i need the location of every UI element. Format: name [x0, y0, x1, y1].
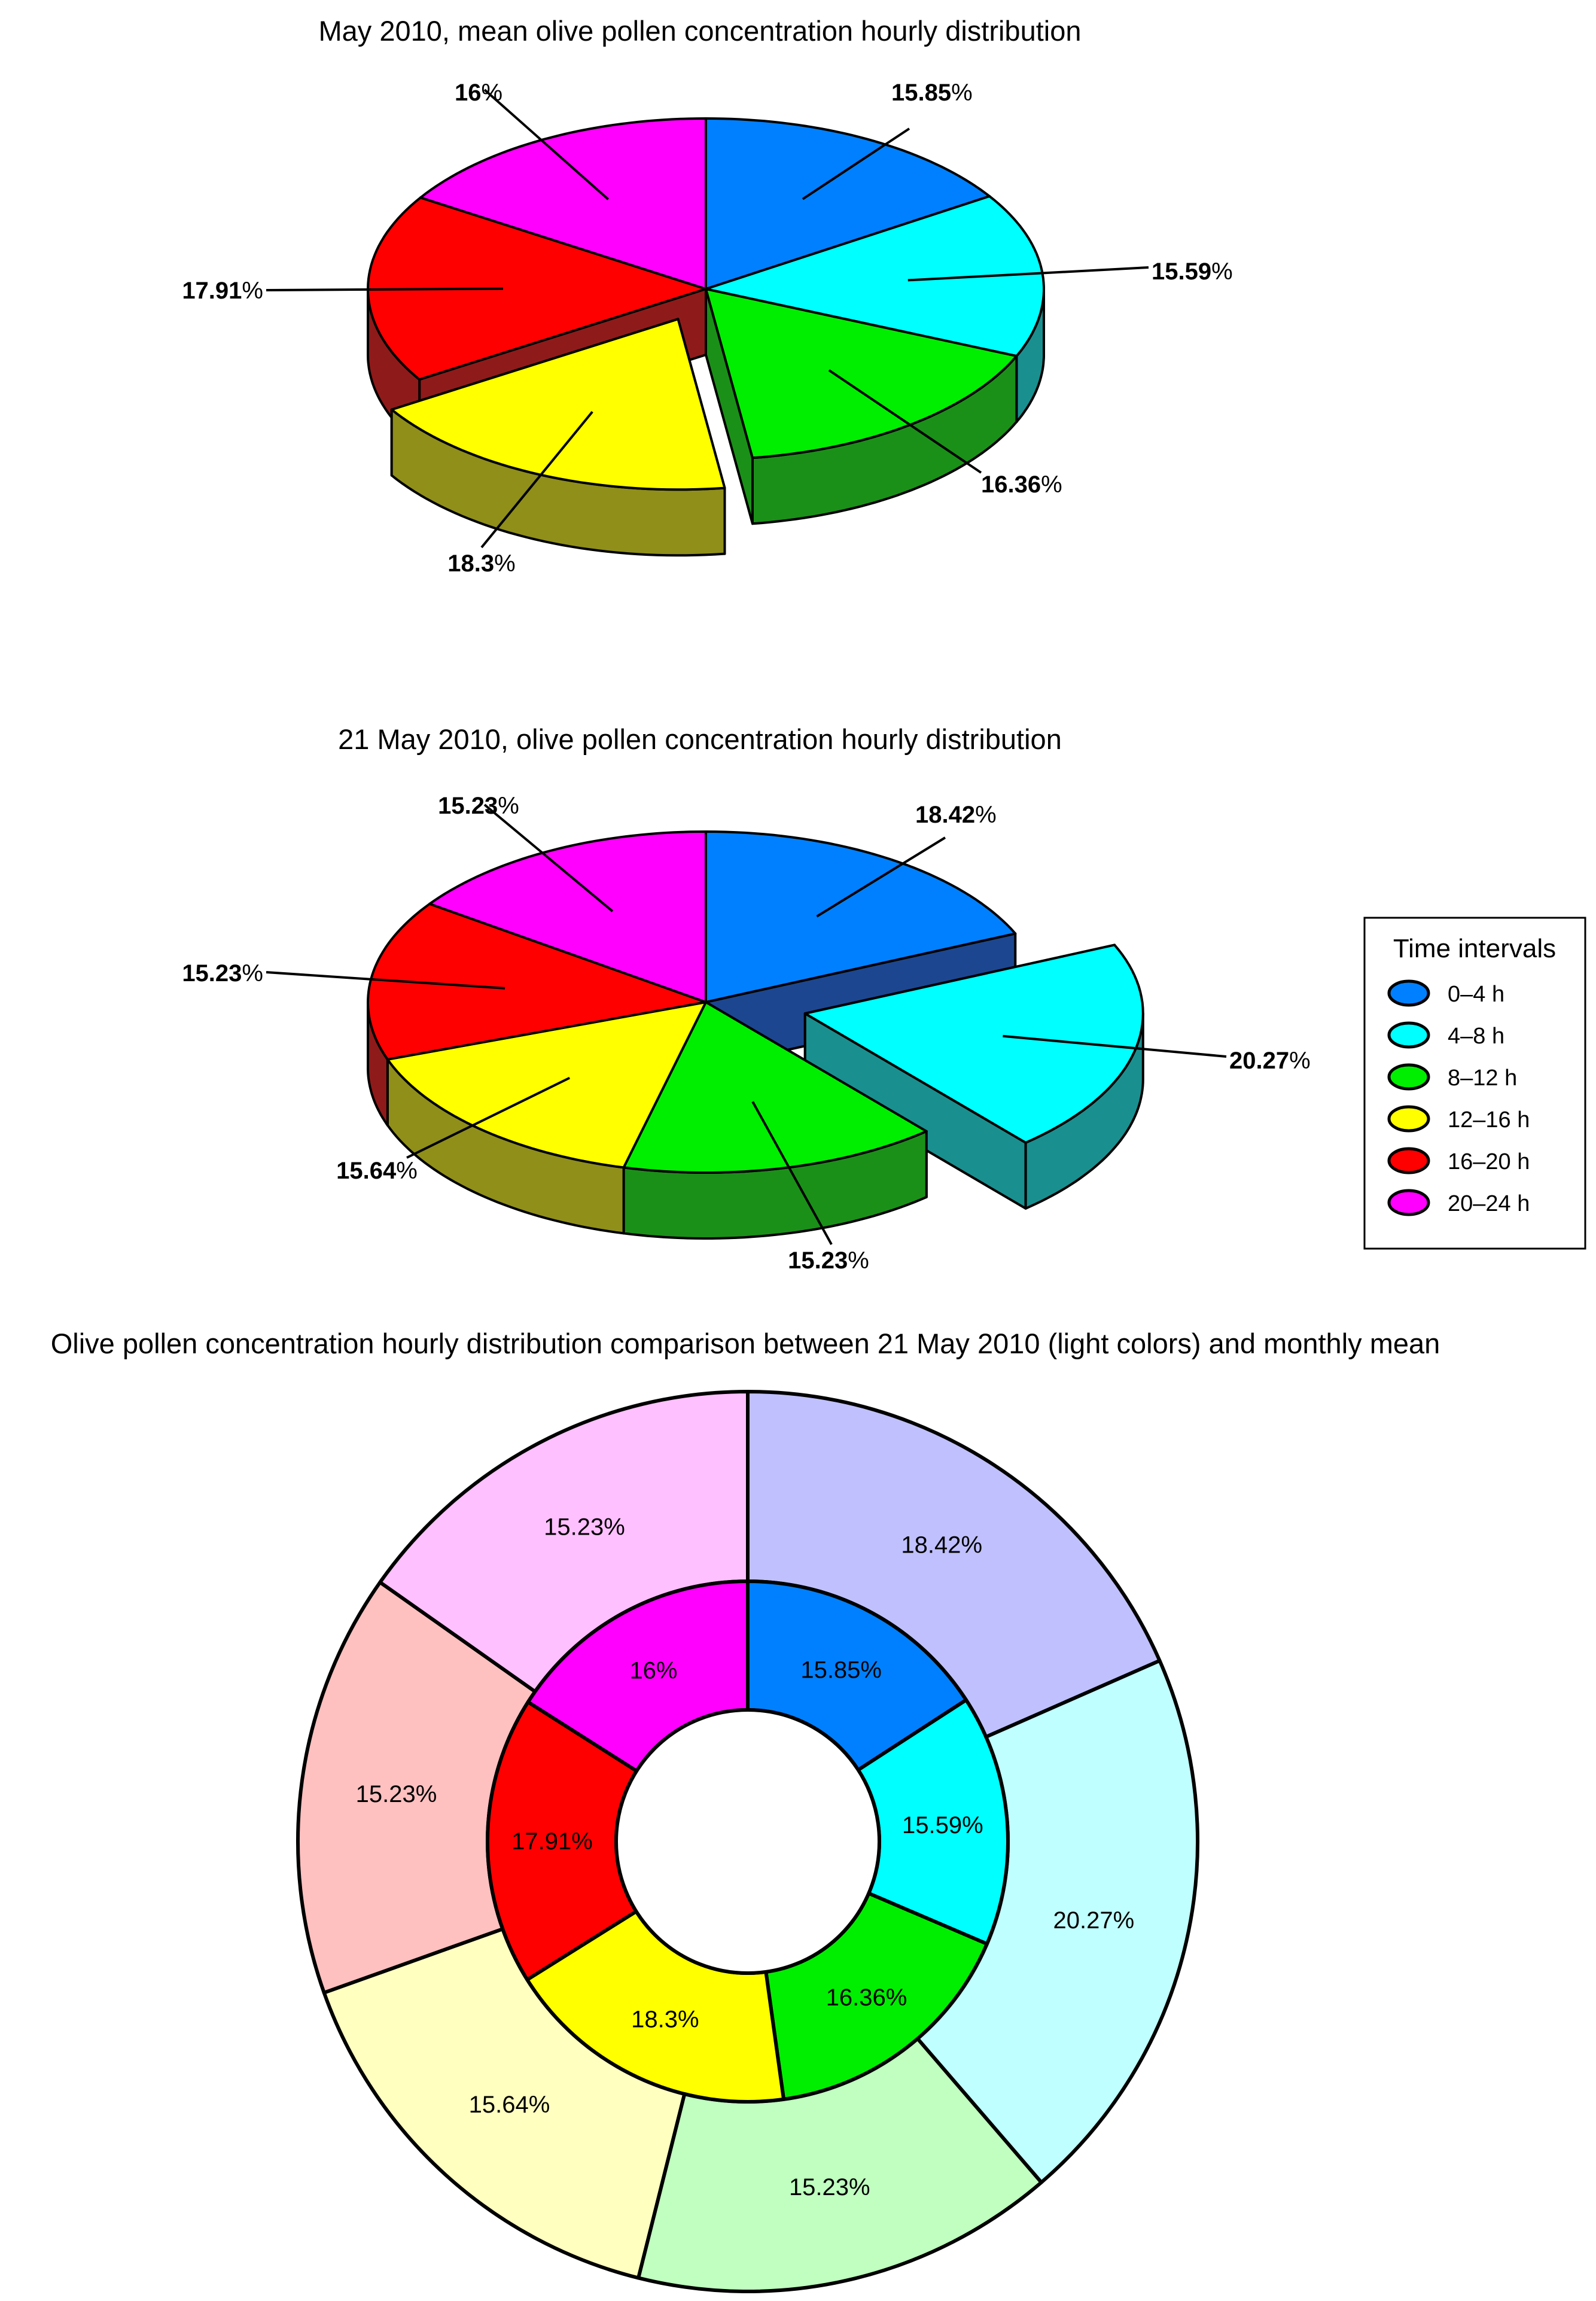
donut-inner-label-12-16-h: 18.3% [631, 2006, 699, 2032]
donut-inner-label-4-8-h: 15.59% [902, 1812, 983, 1839]
donut-outer-label-16-20-h: 15.23% [356, 1781, 437, 1807]
legend-swatch-0-4-h [1387, 979, 1430, 1007]
chart-2-leader-4-8-h [1003, 1034, 1227, 1058]
chart2-title: 21 May 2010, olive pollen concentration … [338, 723, 1062, 755]
chart-1-slice-4-8-h [705, 195, 1045, 358]
donut-outer-label-20-24-h: 15.23% [544, 1514, 625, 1541]
chart-2-label-4-8-h: 20.27% [1229, 1048, 1311, 1074]
legend-entry-8-12-h: 8–12 h [1448, 1066, 1517, 1091]
donut-outer-label-8-12-h: 15.23% [789, 2174, 870, 2200]
chart-2-label-0-4-h: 18.42% [915, 802, 997, 828]
chart2-pie: 18.42% 20.27% 15.23% 15.64% 15.23% 15.23% [182, 793, 1310, 1274]
chart-2-slice-4-8-h [803, 943, 1144, 1144]
chart-2-leader-8-12-h [751, 1101, 833, 1245]
chart1-pie: 15.85% 15.59% 16.36% 18.3% 17.91% 16% [182, 80, 1232, 577]
chart-2-leader-16-20-h [266, 971, 505, 990]
legend-title: Time intervals [1393, 934, 1556, 963]
donut-inner-label-20-24-h: 16% [629, 1657, 677, 1684]
legend-entry-16-20-h: 16–20 h [1448, 1149, 1530, 1174]
legend-swatch-4-8-h [1387, 1021, 1430, 1049]
donut-outer-label-0-4-h: 18.42% [901, 1532, 982, 1559]
legend-entry-0-4-h: 0–4 h [1448, 982, 1504, 1007]
chart-1-leader-8-12-h [828, 369, 982, 474]
chart-1-leader-16-20-h [266, 287, 504, 291]
chart-1-label-4-8-h: 15.59% [1152, 258, 1233, 285]
chart-1-slice-12-16-h [390, 318, 726, 491]
donut-inner-label-0-4-h: 15.85% [800, 1657, 882, 1684]
chart-2-label-8-12-h: 15.23% [788, 1247, 869, 1274]
chart-2-slice-12-16-h [386, 1001, 707, 1169]
chart3-donut: 18.42% 20.27% 15.23% 15.64% 15.23% 15.23% 15.8… [296, 1390, 1199, 2293]
chart-1-leader-20-24-h [483, 89, 610, 200]
legend-swatch-16-20-h [1387, 1147, 1430, 1174]
legend-entry-4-8-h: 4–8 h [1448, 1024, 1504, 1049]
chart-1-leader-4-8-h [907, 266, 1149, 282]
chart1-title: May 2010, mean olive pollen concentratio… [319, 15, 1082, 47]
chart-1-label-20-24-h: 16% [455, 80, 502, 106]
donut-outer-label-4-8-h: 20.27% [1053, 1907, 1134, 1934]
chart-1-label-16-20-h: 17.91% [182, 278, 263, 304]
chart-2-leader-20-24-h [483, 803, 614, 912]
chart-1-leader-12-16-h [480, 411, 593, 549]
legend-entry-20-24-h: 20–24 h [1448, 1191, 1530, 1216]
chart-2-slice-0-4-h [705, 830, 1017, 1003]
chart-2-slice-20-24-h [428, 830, 707, 1003]
chart-2-slice-8-12-h [622, 1001, 928, 1174]
donut-outer-label-12-16-h: 15.64% [469, 2092, 550, 2118]
legend-swatch-12-16-h [1387, 1105, 1430, 1133]
chart-1-slice-0-4-h [705, 117, 991, 290]
chart-1-slice-20-24-h [419, 117, 707, 290]
donut-inner-label-16-20-h: 17.91% [511, 1828, 593, 1855]
chart-1-leader-0-4-h [802, 127, 910, 200]
chart-1-label-0-4-h: 15.85% [891, 80, 973, 106]
chart-1-label-12-16-h: 18.3% [447, 550, 515, 577]
chart-2-leader-0-4-h [816, 836, 946, 918]
chart3-title: Olive pollen concentration hourly distri… [51, 1328, 1440, 1359]
legend-swatch-8-12-h [1387, 1063, 1430, 1091]
donut-inner-label-8-12-h: 16.36% [826, 1985, 907, 2011]
legend-entry-12-16-h: 12–16 h [1448, 1107, 1530, 1133]
chart-2-label-12-16-h: 15.64% [336, 1158, 418, 1184]
chart-2-leader-12-16-h [406, 1076, 571, 1159]
chart-1-label-8-12-h: 16.36% [981, 471, 1062, 498]
chart-2-label-16-20-h: 15.23% [182, 960, 263, 987]
chart-2-label-20-24-h: 15.23% [438, 793, 519, 819]
donut-hole [614, 1708, 881, 1975]
legend-swatch-20-24-h [1387, 1189, 1430, 1216]
legend: Time intervals 0–4 h 4–8 h 8–12 h 12–16 h 16… [1363, 917, 1586, 1250]
